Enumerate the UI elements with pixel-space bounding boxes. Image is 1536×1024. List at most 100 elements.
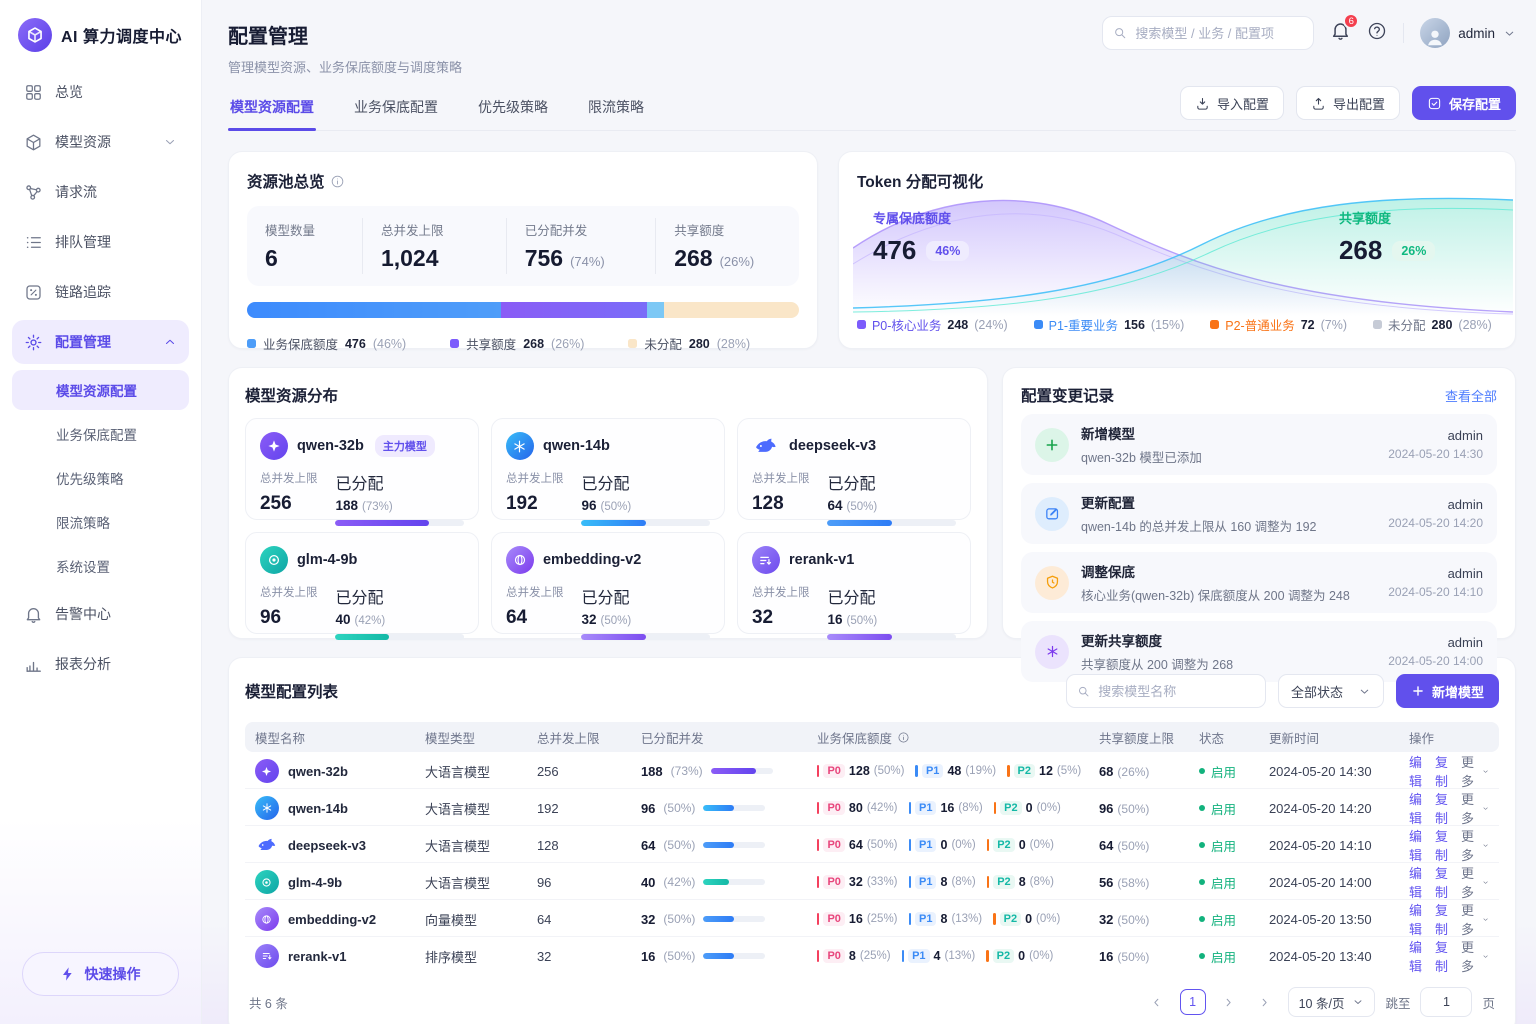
tab-priority-policy[interactable]: 优先级策略 (477, 98, 548, 115)
model-card-embedding-v2[interactable]: embedding-v2 总并发上限 64 已分配 32 (50%) (490, 532, 725, 640)
status-filter-select[interactable]: 全部状态 (1277, 674, 1384, 708)
more-menu[interactable]: 更多 (1461, 900, 1489, 938)
sidebar-item-queue[interactable]: 排队管理 (12, 220, 189, 264)
next-page-button[interactable] (1216, 989, 1242, 1015)
change-record: 新增模型 qwen-32b 模型已添加 admin 2024-05-20 14:30 (1021, 414, 1497, 475)
page-head: 配置管理 管理模型资源、业务保底额度与调度策略 (228, 14, 462, 76)
quick-action-button[interactable]: 快速操作 (22, 952, 179, 996)
sidebar-item-report-analysis[interactable]: 报表分析 (12, 642, 189, 686)
view-all-link[interactable]: 查看全部 (1444, 388, 1497, 404)
current-page[interactable]: 1 (1179, 989, 1206, 1015)
help-button[interactable] (1367, 21, 1387, 46)
tab-rate-limit[interactable]: 限流策略 (587, 98, 644, 115)
copy-link[interactable]: 复制 (1434, 866, 1448, 900)
notifications-button[interactable]: 6 (1330, 13, 1360, 46)
more-menu[interactable]: 更多 (1461, 937, 1489, 975)
sidebar-item-overview[interactable]: 总览 (12, 70, 189, 114)
sidebar-item-label: 模型资源 (55, 134, 111, 150)
sidebar-item-tracing[interactable]: 链路追踪 (12, 270, 189, 314)
allocation-stacked-bar (246, 302, 799, 318)
model-card-glm-4-9b[interactable]: glm-4-9b 总并发上限 96 已分配 40 (42%) (244, 532, 479, 640)
legend-item: 共享额度 268 (26%) (450, 334, 584, 353)
more-menu[interactable]: 更多 (1461, 863, 1489, 901)
flow-icon (26, 184, 41, 200)
legend-item: 未分配 280 (28%) (628, 334, 750, 353)
change-record: 更新配置 qwen-14b 的总并发上限从 160 调整为 192 admin 20… (1021, 483, 1497, 544)
sidebar-item-request-flow[interactable]: 请求流 (12, 170, 189, 214)
last-page-button[interactable] (1252, 989, 1278, 1015)
table-search-input[interactable] (1098, 683, 1255, 699)
edit-link[interactable]: 编辑 (1408, 755, 1422, 789)
share-icon (1035, 634, 1069, 669)
export-config-button[interactable]: 导出配置 (1295, 86, 1400, 120)
edit-link[interactable]: 编辑 (1408, 829, 1422, 863)
summary-row: 资源池总览 模型数量 6 总并发上限 1,024 已分配并发 756 (74%) 共享额… (227, 151, 1516, 352)
edit-link[interactable]: 编辑 (1408, 866, 1422, 900)
change-log-title: 配置变更记录 (1021, 388, 1115, 405)
page-subtitle: 管理模型资源、业务保底额度与调度策略 (227, 60, 462, 75)
rings-model-icon (259, 546, 288, 574)
copy-link[interactable]: 复制 (1434, 755, 1448, 789)
token-wave-chart (852, 197, 1513, 316)
sort-model-icon (254, 944, 279, 968)
global-search[interactable] (1102, 16, 1315, 50)
more-menu[interactable]: 更多 (1461, 826, 1489, 864)
model-card-deepseek-v3[interactable]: deepseek-v3 总并发上限 128 已分配 64 (50%) (736, 418, 971, 526)
sidebar-subitem-rate-limit[interactable]: 限流策略 (56, 516, 110, 531)
shared-quota-pct: 26% (1392, 240, 1436, 261)
notification-badge: 6 (1343, 13, 1360, 29)
atom-model-icon (505, 546, 534, 574)
copy-link[interactable]: 复制 (1434, 903, 1448, 937)
chevron-down-icon (1483, 769, 1488, 773)
pagination: 共 6 条 1 10 条/页 跳至 页 (245, 987, 1499, 1021)
sidebar-subitem-system-settings[interactable]: 系统设置 (56, 560, 110, 575)
more-menu[interactable]: 更多 (1461, 752, 1489, 790)
sidebar-item-model-resources[interactable]: 模型资源 (12, 120, 189, 164)
gear-icon (25, 334, 42, 350)
table-row: qwen-14b 大语言模型 192 96 (50%) P0 80 (42%) P1 1… (244, 789, 1499, 827)
sidebar-submenu: 模型资源配置 业务保底配置 优先级策略 限流策略 系统设置 (12, 370, 189, 586)
grid-icon (26, 84, 41, 100)
jump-page-input[interactable] (1420, 987, 1473, 1017)
table-header-row: 模型名称 模型类型 总并发上限 已分配并发 业务保底额度 共享额度上限 状态 更… (244, 722, 1499, 752)
change-record: 调整保底 核心业务(qwen-32b) 保底额度从 200 调整为 248 adm… (1021, 552, 1497, 613)
model-card-qwen-14b[interactable]: qwen-14b 总并发上限 192 已分配 96 (50%) (490, 418, 725, 526)
stat-total-concurrency: 总并发上限 1,024 (361, 218, 506, 274)
sidebar-item-config[interactable]: 配置管理 (12, 320, 189, 364)
model-card-rerank-v1[interactable]: rerank-v1 总并发上限 32 已分配 16 (50%) (736, 532, 971, 640)
global-search-input[interactable] (1135, 25, 1304, 41)
sidebar-item-label: 配置管理 (55, 334, 111, 350)
page-title: 配置管理 (227, 26, 308, 48)
export-icon (1313, 97, 1324, 110)
info-icon (898, 732, 909, 742)
edit-link[interactable]: 编辑 (1408, 792, 1422, 826)
import-config-button[interactable]: 导入配置 (1179, 86, 1284, 120)
sidebar-subitem-model-resource-config[interactable]: 模型资源配置 (12, 370, 189, 410)
sidebar-subitem-priority-policy[interactable]: 优先级策略 (56, 472, 124, 487)
copy-link[interactable]: 复制 (1434, 792, 1448, 826)
sidebar-subitem-business-guarantee[interactable]: 业务保底配置 (56, 428, 137, 443)
prev-page-button[interactable] (1144, 989, 1170, 1015)
table-search[interactable] (1065, 674, 1266, 708)
copy-link[interactable]: 复制 (1434, 940, 1448, 974)
edit-link[interactable]: 编辑 (1408, 940, 1422, 974)
user-menu[interactable]: admin (1420, 18, 1516, 48)
sidebar-item-alert-center[interactable]: 告警中心 (12, 592, 189, 636)
tab-business-guarantee[interactable]: 业务保底配置 (353, 98, 438, 115)
copy-link[interactable]: 复制 (1434, 829, 1448, 863)
sidebar-item-label: 报表分析 (55, 656, 111, 672)
table-row: rerank-v1 排序模型 32 16 (50%) P0 8 (25%) P1 4 (1… (245, 937, 1499, 974)
sidebar-item-label: 排队管理 (55, 234, 111, 250)
main-content: 配置管理 管理模型资源、业务保底额度与调度策略 6 admin (201, 0, 1536, 1024)
page-size-select[interactable]: 10 条/页 (1287, 987, 1376, 1017)
save-icon (1428, 97, 1441, 109)
add-model-button[interactable]: 新增模型 (1395, 674, 1499, 708)
snowflake-model-icon (505, 432, 534, 460)
more-menu[interactable]: 更多 (1461, 789, 1489, 827)
model-card-qwen-32b[interactable]: qwen-32b 主力模型 总并发上限 256 已分配 188 (73%) (244, 418, 479, 526)
tab-model-resource-config[interactable]: 模型资源配置 (227, 87, 316, 131)
save-config-button[interactable]: 保存配置 (1411, 86, 1516, 120)
model-distribution-title: 模型资源分布 (244, 388, 338, 405)
import-icon (1197, 97, 1208, 110)
edit-link[interactable]: 编辑 (1408, 903, 1422, 937)
